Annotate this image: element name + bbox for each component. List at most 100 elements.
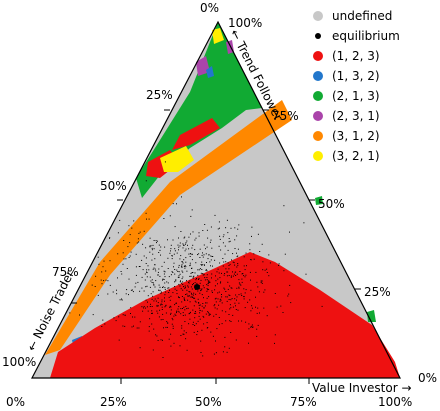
- scatter-point: [174, 269, 176, 270]
- scatter-point: [249, 299, 251, 301]
- scatter-point: [203, 264, 205, 266]
- scatter-point: [158, 316, 160, 318]
- legend-label-6: (3, 1, 2): [332, 129, 380, 143]
- scatter-point: [238, 302, 240, 304]
- scatter-point: [244, 307, 246, 309]
- scatter-point: [180, 231, 182, 232]
- scatter-point: [151, 247, 153, 249]
- axis-label-value: Value Investor →: [312, 381, 412, 395]
- legend-label-4: (2, 1, 3): [332, 89, 380, 103]
- scatter-point: [170, 313, 171, 315]
- scatter-point: [208, 281, 210, 283]
- scatter-point: [183, 297, 185, 299]
- scatter-point: [170, 312, 172, 314]
- scatter-point: [160, 339, 162, 341]
- scatter-point: [236, 266, 238, 268]
- scatter-point: [186, 308, 188, 310]
- scatter-point: [202, 303, 204, 304]
- scatter-point: [188, 248, 190, 250]
- scatter-point: [158, 284, 160, 286]
- scatter-point: [155, 240, 157, 242]
- scatter-point: [245, 321, 247, 323]
- scatter-point: [95, 275, 97, 277]
- scatter-point: [189, 253, 191, 254]
- scatter-point: [250, 289, 252, 291]
- scatter-point: [230, 321, 232, 322]
- scatter-point: [164, 288, 166, 290]
- scatter-point: [257, 324, 259, 326]
- scatter-point: [230, 287, 232, 289]
- scatter-point: [156, 242, 157, 244]
- scatter-point: [157, 312, 159, 314]
- scatter-point: [101, 283, 103, 285]
- scatter-point: [152, 268, 154, 270]
- scatter-point: [151, 323, 153, 325]
- region-3-1-2: [45, 100, 292, 355]
- scatter-point: [167, 268, 169, 269]
- scatter-point: [194, 239, 196, 241]
- scatter-point: [180, 288, 182, 290]
- scatter-point: [201, 254, 203, 256]
- scatter-point: [234, 227, 236, 229]
- scatter-point: [91, 284, 93, 286]
- tick-left-25: 25%: [146, 88, 173, 102]
- scatter-point: [123, 240, 125, 241]
- scatter-point: [184, 321, 186, 322]
- region-1-2-3-top: [172, 118, 220, 150]
- scatter-point: [245, 252, 247, 254]
- scatter-point: [180, 255, 182, 257]
- scatter-point: [219, 235, 221, 237]
- scatter-point: [180, 335, 182, 336]
- scatter-point: [123, 258, 125, 260]
- scatter-point: [183, 333, 185, 335]
- scatter-point: [219, 262, 221, 264]
- scatter-point: [94, 286, 96, 287]
- scatter-point: [174, 250, 176, 252]
- scatter-point: [97, 294, 99, 296]
- scatter-point: [184, 299, 185, 301]
- scatter-point: [207, 289, 209, 291]
- scatter-point: [144, 273, 146, 275]
- scatter-point: [200, 289, 202, 291]
- scatter-point: [148, 326, 150, 328]
- scatter-point: [196, 282, 198, 284]
- legend-label-3: (1, 3, 2): [332, 69, 380, 83]
- scatter-point: [243, 288, 245, 290]
- scatter-point: [194, 282, 196, 284]
- scatter-point: [184, 286, 186, 288]
- scatter-point: [149, 318, 151, 320]
- scatter-point: [179, 285, 181, 287]
- region-2-1-3-edge: [315, 196, 323, 205]
- scatter-point: [227, 232, 229, 234]
- scatter-point: [181, 270, 183, 272]
- scatter-point: [192, 272, 194, 273]
- scatter-point: [185, 338, 187, 340]
- scatter-point: [187, 295, 189, 297]
- scatter-point: [262, 269, 264, 271]
- scatter-point: [191, 247, 193, 249]
- scatter-point: [146, 285, 148, 287]
- scatter-point: [207, 311, 209, 313]
- scatter-point: [129, 255, 131, 257]
- scatter-point: [209, 261, 211, 263]
- scatter-point: [161, 309, 163, 310]
- scatter-point: [201, 294, 203, 296]
- tick-marks: [71, 109, 361, 384]
- scatter-point: [177, 271, 179, 272]
- scatter-point: [205, 269, 207, 271]
- scatter-point: [131, 289, 133, 291]
- scatter-point: [259, 312, 260, 314]
- scatter-point: [237, 264, 239, 266]
- scatter-point: [190, 311, 191, 313]
- scatter-point: [221, 294, 222, 295]
- scatter-point: [179, 345, 181, 347]
- scatter-point: [79, 314, 80, 316]
- scatter-point: [201, 310, 203, 312]
- scatter-point: [153, 248, 155, 250]
- scatter-point: [170, 295, 172, 297]
- scatter-point: [174, 248, 176, 250]
- scatter-point: [241, 320, 243, 322]
- scatter-point: [205, 313, 207, 315]
- scatter-point: [131, 227, 133, 229]
- scatter-point: [206, 288, 208, 290]
